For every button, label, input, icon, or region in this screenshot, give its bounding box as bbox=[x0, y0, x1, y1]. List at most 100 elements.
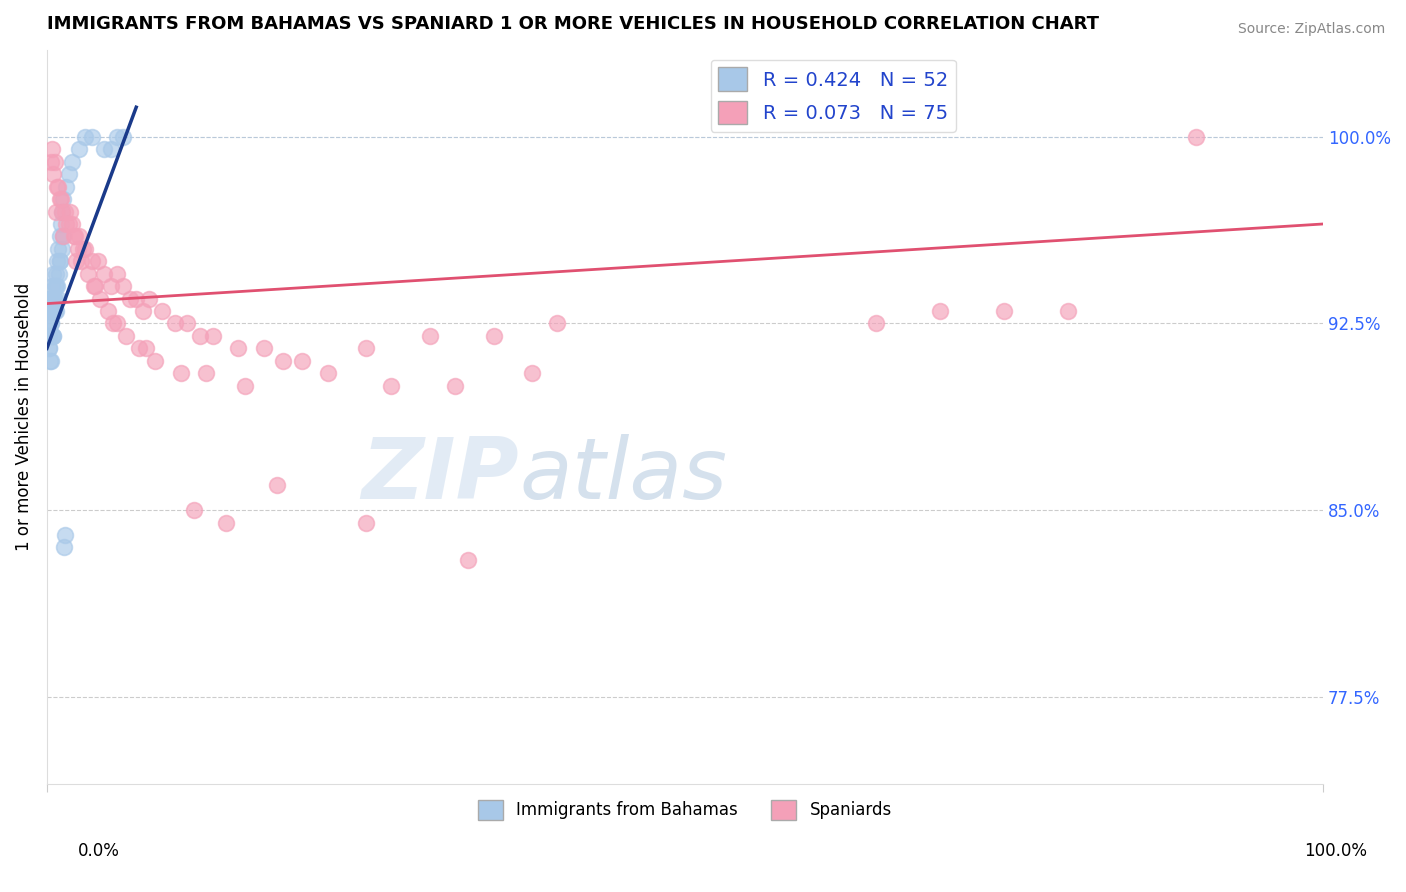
Point bbox=[38, 342, 60, 356]
Text: 0.0%: 0.0% bbox=[77, 842, 120, 860]
Point bbox=[48, 242, 70, 256]
Point bbox=[457, 553, 479, 567]
Point bbox=[44, 279, 66, 293]
Point bbox=[183, 503, 205, 517]
Point bbox=[46, 179, 69, 194]
Point bbox=[145, 353, 167, 368]
Point bbox=[39, 317, 62, 331]
Point bbox=[97, 304, 120, 318]
Point bbox=[80, 254, 103, 268]
Point bbox=[44, 292, 66, 306]
Point bbox=[253, 342, 276, 356]
Text: Source: ZipAtlas.com: Source: ZipAtlas.com bbox=[1237, 22, 1385, 37]
Point bbox=[195, 366, 218, 380]
Point bbox=[62, 229, 84, 244]
Point bbox=[48, 179, 70, 194]
Point bbox=[520, 366, 543, 380]
Point bbox=[354, 516, 377, 530]
Point bbox=[316, 366, 339, 380]
Point bbox=[37, 304, 59, 318]
Point bbox=[93, 142, 115, 156]
Point bbox=[118, 292, 141, 306]
Point bbox=[62, 154, 84, 169]
Point bbox=[41, 329, 63, 343]
Point bbox=[51, 204, 73, 219]
Point bbox=[233, 378, 256, 392]
Point bbox=[929, 304, 952, 318]
Point bbox=[44, 304, 66, 318]
Point bbox=[266, 478, 288, 492]
Point bbox=[93, 267, 115, 281]
Point bbox=[49, 217, 72, 231]
Point bbox=[75, 242, 97, 256]
Point bbox=[87, 254, 110, 268]
Point bbox=[46, 292, 69, 306]
Point bbox=[51, 242, 73, 256]
Point bbox=[55, 217, 77, 231]
Point bbox=[44, 154, 66, 169]
Text: IMMIGRANTS FROM BAHAMAS VS SPANIARD 1 OR MORE VEHICLES IN HOUSEHOLD CORRELATION : IMMIGRANTS FROM BAHAMAS VS SPANIARD 1 OR… bbox=[46, 15, 1099, 33]
Point bbox=[131, 304, 153, 318]
Point bbox=[41, 317, 63, 331]
Point bbox=[52, 229, 75, 244]
Point bbox=[75, 129, 97, 144]
Point bbox=[42, 329, 65, 343]
Point bbox=[38, 304, 60, 318]
Point bbox=[55, 179, 77, 194]
Point bbox=[112, 129, 135, 144]
Point bbox=[83, 279, 105, 293]
Point bbox=[128, 342, 150, 356]
Point bbox=[42, 267, 65, 281]
Point bbox=[63, 229, 86, 244]
Text: 100.0%: 100.0% bbox=[1305, 842, 1367, 860]
Point bbox=[42, 167, 65, 181]
Point bbox=[48, 254, 70, 268]
Text: atlas: atlas bbox=[519, 434, 727, 517]
Point bbox=[482, 329, 505, 343]
Point bbox=[163, 317, 186, 331]
Point bbox=[65, 254, 87, 268]
Point bbox=[39, 154, 62, 169]
Point bbox=[115, 329, 138, 343]
Point bbox=[41, 329, 63, 343]
Point bbox=[45, 204, 67, 219]
Legend: Immigrants from Bahamas, Spaniards: Immigrants from Bahamas, Spaniards bbox=[471, 793, 898, 827]
Point bbox=[45, 304, 67, 318]
Point bbox=[380, 378, 402, 392]
Point bbox=[49, 254, 72, 268]
Point bbox=[291, 353, 314, 368]
Point bbox=[865, 317, 887, 331]
Point bbox=[45, 279, 67, 293]
Point bbox=[103, 317, 125, 331]
Point bbox=[39, 304, 62, 318]
Point bbox=[41, 142, 63, 156]
Point bbox=[228, 342, 250, 356]
Point bbox=[45, 267, 67, 281]
Point bbox=[546, 317, 568, 331]
Point bbox=[105, 267, 128, 281]
Point bbox=[55, 528, 77, 542]
Point bbox=[52, 229, 75, 244]
Point bbox=[100, 279, 122, 293]
Point bbox=[444, 378, 467, 392]
Point bbox=[42, 292, 65, 306]
Point bbox=[46, 254, 69, 268]
Point bbox=[170, 366, 193, 380]
Point bbox=[84, 279, 107, 293]
Point bbox=[52, 192, 75, 206]
Point bbox=[100, 142, 122, 156]
Point bbox=[62, 217, 84, 231]
Point bbox=[51, 204, 73, 219]
Point bbox=[176, 317, 198, 331]
Point bbox=[214, 516, 236, 530]
Point bbox=[53, 541, 76, 555]
Point bbox=[70, 254, 93, 268]
Point bbox=[72, 242, 94, 256]
Point bbox=[76, 267, 98, 281]
Point bbox=[46, 279, 69, 293]
Point bbox=[37, 317, 59, 331]
Text: ZIP: ZIP bbox=[361, 434, 519, 517]
Point bbox=[80, 129, 103, 144]
Point bbox=[58, 217, 80, 231]
Point bbox=[49, 192, 72, 206]
